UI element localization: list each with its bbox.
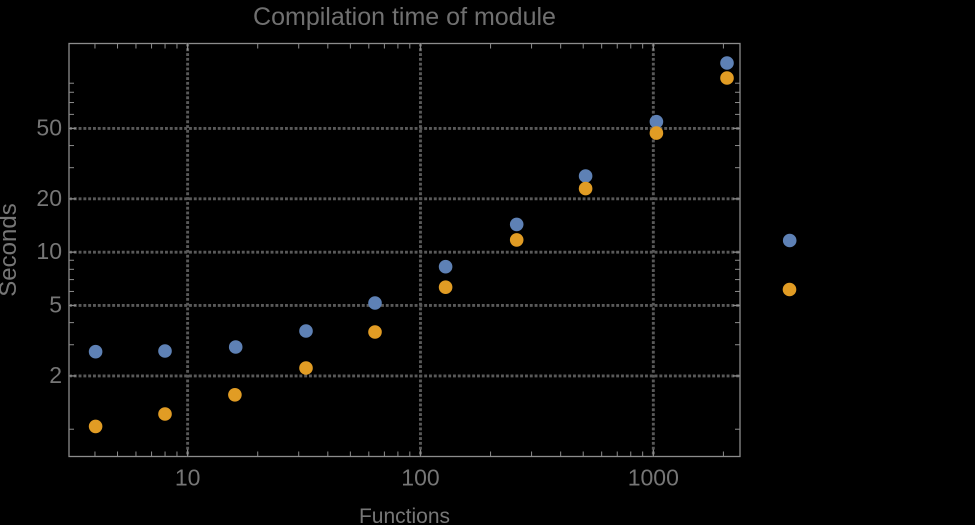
svg-text:Functions: Functions: [359, 505, 450, 525]
svg-text:Compilation time of module: Compilation time of module: [253, 3, 556, 31]
svg-text:10: 10: [36, 238, 62, 264]
svg-text:1000: 1000: [628, 465, 679, 491]
svg-text:50: 50: [36, 114, 62, 140]
svg-text:5: 5: [49, 291, 62, 317]
svg-text:20: 20: [36, 185, 62, 211]
svg-text:10: 10: [175, 465, 201, 491]
svg-text:100: 100: [401, 465, 439, 491]
svg-text:Seconds: Seconds: [0, 203, 22, 296]
svg-text:2: 2: [49, 362, 62, 388]
